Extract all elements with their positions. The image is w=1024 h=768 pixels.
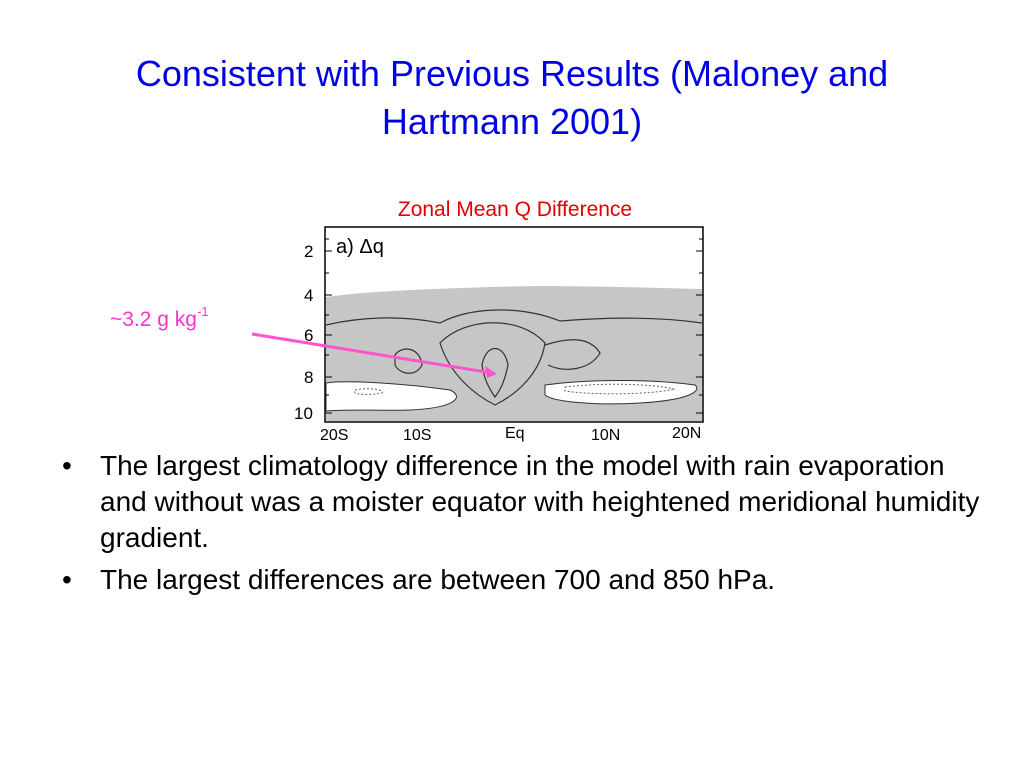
x-tick-label: 20S	[320, 427, 349, 444]
bullet-dot: •	[62, 450, 72, 481]
y-tick-label: 10	[294, 404, 313, 423]
arrow-head	[485, 366, 497, 378]
bullet-list: • The largest climatology difference in …	[62, 448, 982, 604]
bullet-text: The largest differences are between 700 …	[100, 564, 776, 595]
contour-figure: 2 4 6 8 10 a) Δq	[290, 225, 710, 430]
contour-outer	[325, 309, 703, 326]
callout-text: ~3.2 g kg	[110, 308, 197, 331]
y-tick-label: 8	[304, 368, 313, 387]
callout-superscript: -1	[196, 304, 209, 319]
title-line-1: Consistent with Previous Results (Malone…	[135, 53, 889, 94]
y-tick-label: 6	[304, 326, 313, 345]
x-tick-label: Eq	[505, 425, 525, 442]
y-tick-marks	[325, 238, 703, 414]
y-tick-label: 4	[304, 286, 313, 305]
contour-mid	[439, 322, 546, 406]
contour-small-left	[394, 348, 423, 374]
contour-inner	[481, 347, 509, 399]
panel-label: a) Δq	[336, 236, 384, 258]
bullet-dot: •	[62, 564, 72, 595]
title-line-2: Hartmann 2001)	[381, 101, 643, 142]
bullet-text: The largest climatology difference in th…	[100, 450, 980, 553]
contour-plot: 2 4 6 8 10 a) Δq	[294, 226, 704, 423]
chart-caption: Zonal Mean Q Difference	[397, 198, 633, 221]
bullet-item: • The largest climatology difference in …	[62, 448, 982, 556]
callout-label: ~3.2 g kg-1	[110, 304, 209, 332]
y-tick-label: 2	[304, 242, 313, 261]
slide-title: Consistent with Previous Results (Malone…	[60, 50, 964, 146]
arrow-line	[251, 332, 493, 375]
white-area-left	[325, 381, 457, 412]
bullet-item: • The largest differences are between 70…	[62, 562, 982, 598]
dashed-contour-left	[354, 388, 383, 395]
x-tick-label: 10N	[591, 427, 621, 444]
x-tick-label: 20N	[672, 425, 702, 442]
contour-right-band	[544, 339, 601, 370]
x-tick-label: 10S	[403, 427, 432, 444]
